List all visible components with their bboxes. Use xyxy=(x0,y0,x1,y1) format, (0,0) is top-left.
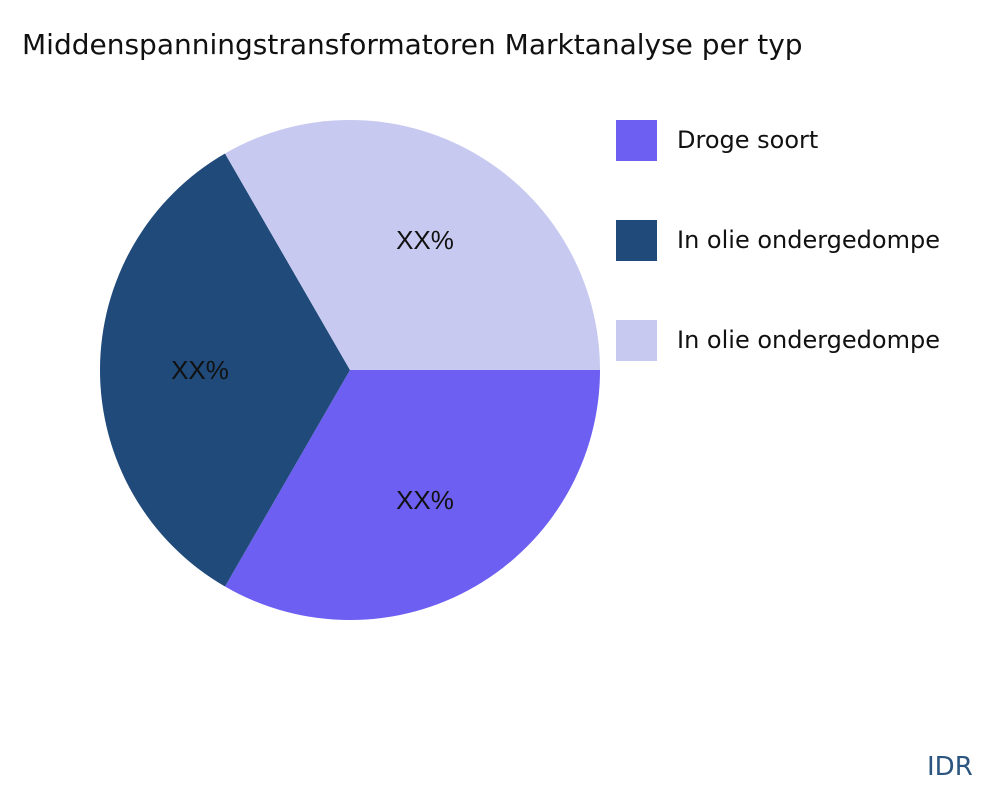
legend-item-1[interactable]: In olie ondergedompe xyxy=(616,219,940,261)
watermark-logo: IDR xyxy=(927,752,973,782)
legend-item-2[interactable]: In olie ondergedompe xyxy=(616,319,940,361)
pie-slice-0[interactable] xyxy=(225,370,600,620)
legend-item-0[interactable]: Droge soort xyxy=(616,119,819,161)
legend-swatch xyxy=(616,119,657,161)
pie-data-label-1: XX% xyxy=(171,355,229,385)
legend-label: In olie ondergedompe xyxy=(677,326,940,354)
pie-data-label-2: XX% xyxy=(396,225,454,255)
pie-slice-2[interactable] xyxy=(225,119,600,370)
pie-data-label-0: XX% xyxy=(396,485,454,515)
legend-label: In olie ondergedompe xyxy=(677,226,940,254)
legend-swatch xyxy=(616,219,657,261)
legend-swatch xyxy=(616,319,657,361)
legend-label: Droge soort xyxy=(677,126,819,154)
chart-title: Middenspanningstransformatoren Marktanal… xyxy=(22,28,803,61)
